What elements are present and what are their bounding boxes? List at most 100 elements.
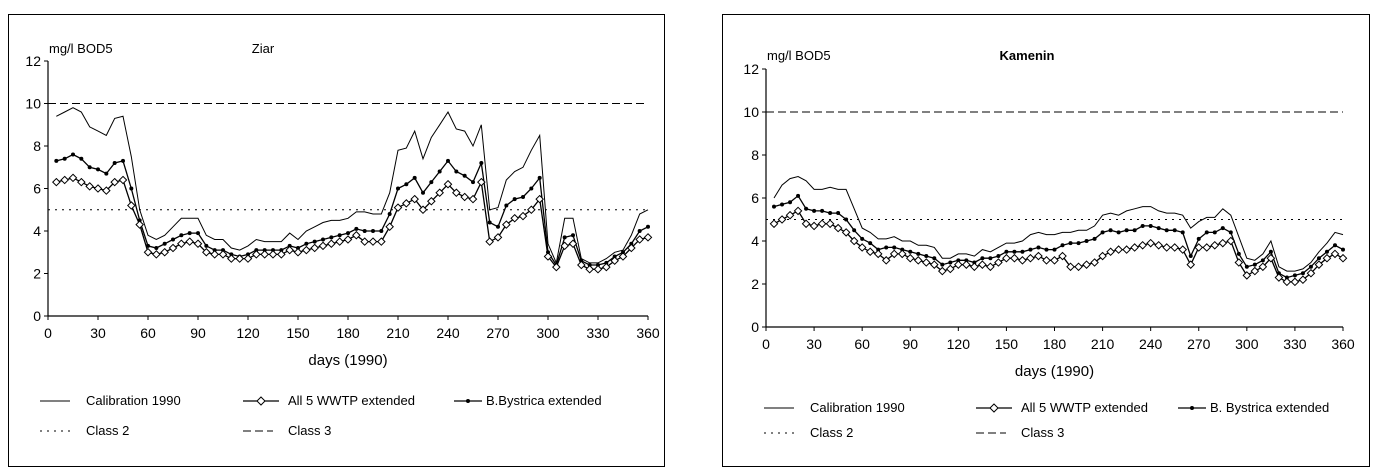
bbystrica-point [796,193,801,198]
bbystrica-point [1324,249,1329,254]
all5-point [368,237,378,246]
bbystrica-point [1196,236,1201,241]
all5-point [1218,238,1228,248]
bbystrica-point [421,190,425,195]
all5-point [460,192,469,202]
bbystrica-point [346,231,350,236]
bbystrica-point [1140,223,1145,228]
all5-point [502,220,511,229]
bbystrica-series-line [773,194,1344,279]
bbystrica-point [1148,223,1153,228]
all5-point [1162,243,1172,252]
all5-point [921,258,931,267]
bbystrica-point [104,171,109,176]
bbystrica-point [1268,249,1273,254]
all5-point [60,175,69,185]
x-tick-label: 360 [1331,336,1355,352]
all5-point [610,256,619,266]
bbystrica-point [1092,236,1097,241]
y-tick-label: 2 [33,266,41,282]
bbystrica-point [529,186,534,191]
x-tick-label: 300 [536,325,560,341]
bbystrica-point [196,231,200,236]
all5-point [427,196,436,206]
x-tick-label: 300 [1235,336,1259,352]
x-tick-label: 270 [1187,336,1211,352]
all5-point [585,264,594,274]
bbystrica-point [812,208,817,213]
legend-all5-label: All 5 WWTP extended [288,393,415,408]
bbystrica-point [362,229,367,233]
bbystrica-point [836,211,841,216]
all5-point [1226,236,1236,246]
bbystrica-point [1132,228,1137,233]
all5-point [793,206,803,216]
bbystrica-point [1188,254,1193,259]
bbystrica-point [1300,271,1305,276]
legend-bbystrica-marker [466,399,470,403]
legend: Calibration 1990 All 5 WWTP extended B. By… [764,400,1329,440]
bbystrica-point [204,243,209,248]
y-tick-label: 4 [33,223,41,239]
x-tick-label: 0 [44,325,52,341]
legend-class2-label: Class 2 [86,423,129,438]
bbystrica-point [980,256,985,261]
all5-point [310,243,319,253]
bbystrica-point [512,197,517,202]
all5-point [318,241,328,251]
bbystrica-point [404,182,409,187]
all5-point [102,186,111,195]
bbystrica-point [337,233,342,238]
bbystrica-point [780,202,785,207]
all5-point [360,237,369,246]
all5-point [485,237,494,246]
all5-point [418,205,428,215]
all5-point [177,239,186,249]
all5-point [468,194,478,204]
all5-point [1170,243,1180,252]
bbystrica-point [437,169,442,174]
bbystrica-point [571,233,575,238]
all5-point [1122,245,1131,254]
all5-point [777,215,787,224]
all5-point [1330,249,1340,259]
chart-title: Ziar [252,41,275,56]
legend-all5-label: All 5 WWTP extended [1021,400,1148,415]
bbystrica-point [454,169,459,174]
all5-point [518,211,528,221]
all5-point [1210,240,1220,250]
all5-point [68,173,78,183]
all5-point [135,220,144,229]
bbystrica-point [637,229,642,233]
legend-bbystrica-marker [1190,406,1194,410]
bbystrica-point [354,226,359,231]
bbystrica-point [462,173,467,178]
bbystrica-point [62,156,67,161]
bbystrica-point [446,158,450,163]
bbystrica-point [496,224,500,229]
all5-point [946,264,955,274]
y-tick-label: 4 [751,233,759,249]
bbystrica-point [312,239,317,244]
bbystrica-point [562,235,567,240]
all5-point [160,247,169,257]
y-tick-label: 12 [743,61,759,77]
bbystrica-point [187,231,192,236]
all5-point [535,194,544,204]
bbystrica-point [1060,243,1065,248]
all5-point [643,233,653,242]
bbystrica-point [804,206,809,211]
bbystrica-point [504,203,509,208]
y-tick-label: 0 [33,308,41,324]
bbystrica-point [1108,228,1113,233]
x-tick-label: 330 [1283,336,1307,352]
bbystrica-point [471,180,475,185]
x-tick-label: 150 [995,336,1019,352]
bbystrica-point [1292,273,1297,278]
x-axis-label: days (1990) [308,352,387,369]
x-tick-label: 30 [90,325,106,341]
all5-point [210,250,219,259]
all5-point [93,184,103,193]
bbystrica-point [852,228,857,233]
